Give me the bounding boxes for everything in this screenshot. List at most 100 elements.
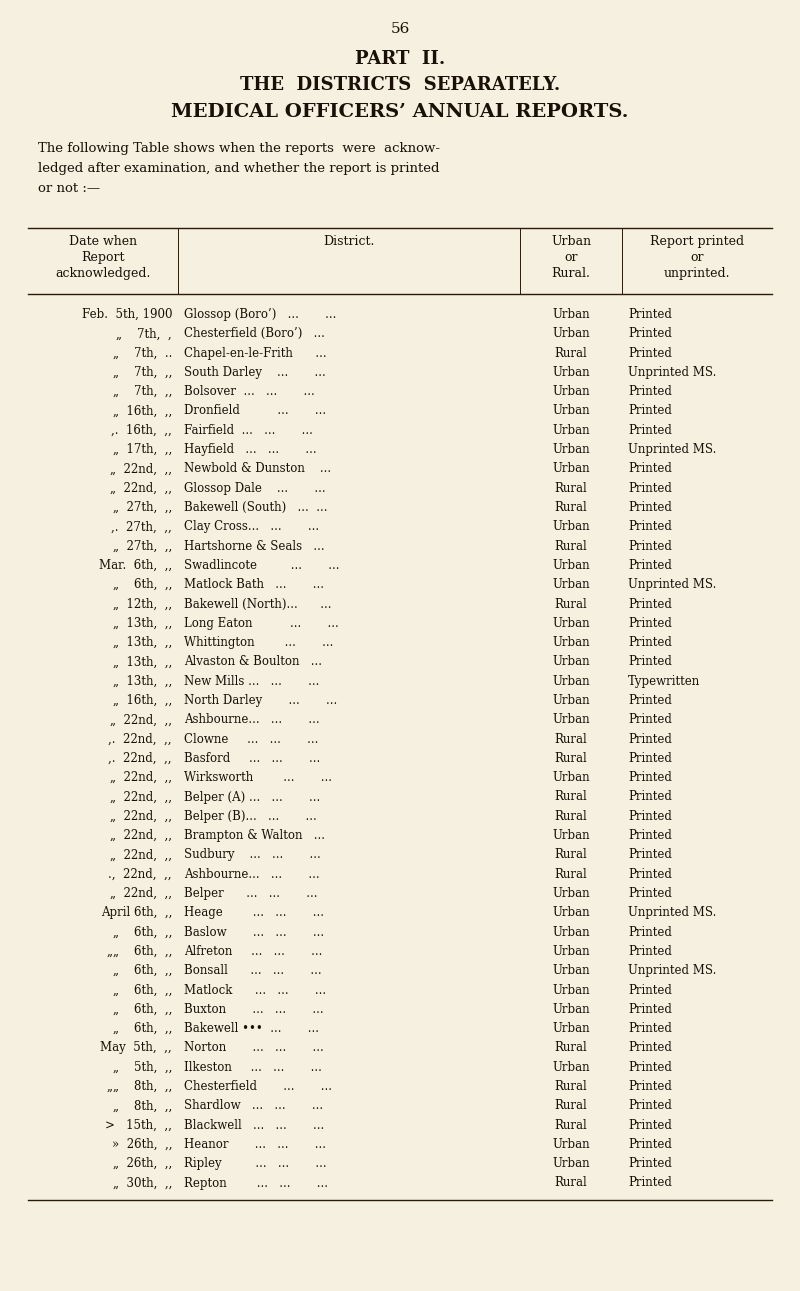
Text: „    6th,  ,,: „ 6th, ,, [113, 1022, 172, 1035]
Text: Printed: Printed [628, 520, 672, 533]
Text: Belper (A) ...   ...       ...: Belper (A) ... ... ... [184, 790, 320, 803]
Text: or not :—: or not :— [38, 182, 100, 195]
Text: Report: Report [82, 250, 125, 263]
Text: The following Table shows when the reports  were  acknow-: The following Table shows when the repor… [38, 142, 440, 155]
Text: Urban: Urban [552, 520, 590, 533]
Text: Glossop Dale    ...       ...: Glossop Dale ... ... [184, 482, 326, 494]
Text: Unprinted MS.: Unprinted MS. [628, 443, 716, 456]
Text: Printed: Printed [628, 404, 672, 417]
Text: Printed: Printed [628, 501, 672, 514]
Text: Urban: Urban [552, 984, 590, 997]
Text: „  22nd,  ,,: „ 22nd, ,, [110, 482, 172, 494]
Text: Printed: Printed [628, 1176, 672, 1189]
Text: Ripley         ...   ...       ...: Ripley ... ... ... [184, 1157, 326, 1170]
Text: »  26th,  ,,: » 26th, ,, [111, 1137, 172, 1150]
Text: Heage        ...   ...       ...: Heage ... ... ... [184, 906, 324, 919]
Text: North Darley       ...       ...: North Darley ... ... [184, 695, 338, 707]
Text: or: or [564, 250, 578, 263]
Text: Glossop (Boro’)   ...       ...: Glossop (Boro’) ... ... [184, 309, 336, 321]
Text: Urban: Urban [552, 1003, 590, 1016]
Text: Printed: Printed [628, 540, 672, 553]
Text: Printed: Printed [628, 790, 672, 803]
Text: „  12th,  ,,: „ 12th, ,, [113, 598, 172, 611]
Text: „  13th,  ,,: „ 13th, ,, [113, 636, 172, 649]
Text: Unprinted MS.: Unprinted MS. [628, 906, 716, 919]
Text: ledged after examination, and whether the report is printed: ledged after examination, and whether th… [38, 161, 439, 176]
Text: Printed: Printed [628, 829, 672, 842]
Text: Hayfield   ...   ...       ...: Hayfield ... ... ... [184, 443, 317, 456]
Text: Printed: Printed [628, 868, 672, 880]
Text: „    6th,  ,,: „ 6th, ,, [113, 926, 172, 939]
Text: Printed: Printed [628, 926, 672, 939]
Text: .,  22nd,  ,,: ., 22nd, ,, [109, 868, 172, 880]
Text: Rural: Rural [554, 809, 587, 822]
Text: Rural.: Rural. [551, 267, 590, 280]
Text: Shardlow   ...   ...       ...: Shardlow ... ... ... [184, 1100, 323, 1113]
Text: Date when: Date when [69, 235, 137, 248]
Text: „  22nd,  ,,: „ 22nd, ,, [110, 848, 172, 861]
Text: „  27th,  ,,: „ 27th, ,, [113, 540, 172, 553]
Text: Urban: Urban [551, 235, 591, 248]
Text: ,.  16th,  ,,: ,. 16th, ,, [111, 423, 172, 436]
Text: or: or [690, 250, 704, 263]
Text: ,.  22nd,  ,,: ,. 22nd, ,, [109, 751, 172, 764]
Text: Rural: Rural [554, 1081, 587, 1093]
Text: Printed: Printed [628, 732, 672, 746]
Text: Urban: Urban [552, 423, 590, 436]
Text: Rural: Rural [554, 790, 587, 803]
Text: „  22nd,  ,,: „ 22nd, ,, [110, 714, 172, 727]
Text: „    6th,  ,,: „ 6th, ,, [113, 964, 172, 977]
Text: Urban: Urban [552, 964, 590, 977]
Text: Urban: Urban [552, 1022, 590, 1035]
Text: PART  II.: PART II. [355, 50, 445, 68]
Text: Matlock      ...   ...       ...: Matlock ... ... ... [184, 984, 326, 997]
Text: unprinted.: unprinted. [664, 267, 730, 280]
Text: Printed: Printed [628, 385, 672, 398]
Text: Fairfield  ...   ...       ...: Fairfield ... ... ... [184, 423, 313, 436]
Text: Ilkeston     ...   ...       ...: Ilkeston ... ... ... [184, 1061, 322, 1074]
Text: Bonsall      ...   ...       ...: Bonsall ... ... ... [184, 964, 322, 977]
Text: Printed: Printed [628, 559, 672, 572]
Text: ,.  27th,  ,,: ,. 27th, ,, [111, 520, 172, 533]
Text: „„    8th,  ,,: „„ 8th, ,, [106, 1081, 172, 1093]
Text: Rural: Rural [554, 1118, 587, 1132]
Text: Urban: Urban [552, 462, 590, 475]
Text: „    6th,  ,,: „ 6th, ,, [113, 578, 172, 591]
Text: Printed: Printed [628, 482, 672, 494]
Text: Printed: Printed [628, 656, 672, 669]
Text: Urban: Urban [552, 887, 590, 900]
Text: Urban: Urban [552, 714, 590, 727]
Text: Wirksworth        ...       ...: Wirksworth ... ... [184, 771, 332, 784]
Text: „    5th,  ,,: „ 5th, ,, [113, 1061, 172, 1074]
Text: „  13th,  ,,: „ 13th, ,, [113, 675, 172, 688]
Text: Printed: Printed [628, 617, 672, 630]
Text: Urban: Urban [552, 443, 590, 456]
Text: Printed: Printed [628, 1003, 672, 1016]
Text: Urban: Urban [552, 559, 590, 572]
Text: Blackwell   ...   ...       ...: Blackwell ... ... ... [184, 1118, 324, 1132]
Text: Chesterfield (Boro’)   ...: Chesterfield (Boro’) ... [184, 328, 325, 341]
Text: „  22nd,  ,,: „ 22nd, ,, [110, 887, 172, 900]
Text: „  16th,  ,,: „ 16th, ,, [113, 695, 172, 707]
Text: Alfreton     ...   ...       ...: Alfreton ... ... ... [184, 945, 322, 958]
Text: Typewritten: Typewritten [628, 675, 700, 688]
Text: Bakewell (South)   ...  ...: Bakewell (South) ... ... [184, 501, 327, 514]
Text: Baslow       ...   ...       ...: Baslow ... ... ... [184, 926, 324, 939]
Text: Printed: Printed [628, 1081, 672, 1093]
Text: „    6th,  ,,: „ 6th, ,, [113, 984, 172, 997]
Text: Mar.  6th,  ,,: Mar. 6th, ,, [99, 559, 172, 572]
Text: Feb.  5th, 1900: Feb. 5th, 1900 [82, 309, 172, 321]
Text: Printed: Printed [628, 751, 672, 764]
Text: „    7th,  ,: „ 7th, , [116, 328, 172, 341]
Text: Printed: Printed [628, 695, 672, 707]
Text: Chapel-en-le-Frith      ...: Chapel-en-le-Frith ... [184, 346, 326, 360]
Text: Urban: Urban [552, 328, 590, 341]
Text: Alvaston & Boulton   ...: Alvaston & Boulton ... [184, 656, 322, 669]
Text: Urban: Urban [552, 385, 590, 398]
Text: Unprinted MS.: Unprinted MS. [628, 578, 716, 591]
Text: Dronfield          ...       ...: Dronfield ... ... [184, 404, 326, 417]
Text: Urban: Urban [552, 675, 590, 688]
Text: Rural: Rural [554, 1176, 587, 1189]
Text: MEDICAL OFFICERS’ ANNUAL REPORTS.: MEDICAL OFFICERS’ ANNUAL REPORTS. [171, 103, 629, 121]
Text: „  13th,  ,,: „ 13th, ,, [113, 617, 172, 630]
